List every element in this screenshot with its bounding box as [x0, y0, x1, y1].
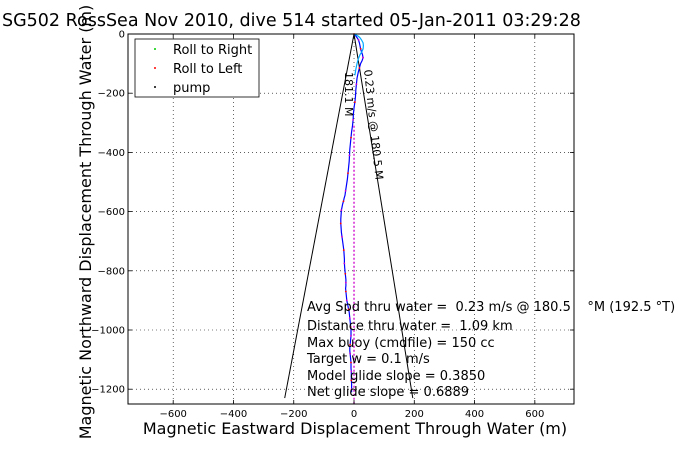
y-tick-label-4: −800	[98, 266, 125, 277]
track-marker-12	[358, 67, 361, 69]
track-marker-54	[344, 272, 347, 275]
track-marker-9	[362, 56, 364, 59]
x-axis-label: Magnetic Eastward Displacement Through W…	[143, 419, 567, 438]
plot-frame	[127, 33, 575, 405]
track-marker-84	[350, 361, 352, 364]
legend-label-roll-right: Roll to Right	[173, 43, 252, 58]
track-marker-6	[359, 47, 362, 50]
track-marker-30	[347, 172, 349, 175]
y-tick-label-1: −200	[98, 89, 125, 100]
track-marker-63	[345, 299, 348, 302]
series-current-indicator	[353, 33, 365, 76]
x-tick-label-0: −600	[159, 409, 186, 420]
track-marker-69	[348, 317, 351, 320]
track-marker-93	[350, 388, 353, 391]
track-marker-57	[344, 281, 347, 284]
track-marker-36	[342, 200, 345, 203]
y-tick-labels: 0 −200 −400 −600 −800 −1000 −1200	[91, 30, 125, 396]
track-marker-3	[357, 39, 360, 41]
annotation-net-glide: Net glide slope = 0.6889	[307, 385, 469, 400]
legend: Roll to Right Roll to Left pump	[134, 38, 260, 98]
y-tick-label-3: −600	[98, 207, 125, 218]
legend-marker-roll-right	[154, 48, 156, 50]
track-marker-81	[349, 352, 351, 355]
track-marker-21	[352, 118, 355, 121]
y-tick-label-0: 0	[119, 30, 125, 41]
axis-ticks	[128, 33, 574, 404]
track-marker-60	[344, 290, 347, 293]
legend-label-roll-left: Roll to Left	[173, 62, 242, 77]
track-marker-45	[341, 235, 343, 238]
track-marker-42	[339, 222, 342, 225]
x-tick-label-6: 600	[525, 409, 544, 420]
x-tick-label-2: −200	[280, 409, 307, 420]
y-tick-label-6: −1200	[91, 385, 125, 396]
series-track	[340, 33, 364, 393]
track-marker-39	[340, 209, 343, 212]
annotation-avg-speed: Avg Spd thru water = 0.23 m/s @ 180.5 °M…	[307, 300, 675, 315]
track-marker-48	[342, 249, 345, 251]
y-tick-label-5: −1000	[91, 326, 125, 337]
track-marker-66	[347, 308, 350, 311]
legend-marker-pump	[154, 86, 156, 88]
track-marker-33	[344, 189, 347, 192]
x-tick-label-3: 0	[351, 409, 357, 420]
annotation-target-w: Target w = 0.1 m/s	[306, 352, 430, 367]
track-marker-72	[349, 326, 352, 328]
annotation-distance: Distance thru water = 1.09 km	[307, 319, 513, 334]
y-tick-label-2: −400	[98, 148, 125, 159]
track-label-distance: 181.1 M	[342, 72, 355, 116]
track-marker-24	[350, 136, 352, 139]
track-marker-18	[354, 101, 356, 103]
track-marker-90	[350, 379, 353, 382]
legend-marker-roll-left	[154, 67, 156, 69]
x-tick-label-5: 400	[465, 409, 484, 420]
annotation-max-buoy: Max buoy (cmdfile) = 150 cc	[307, 336, 495, 351]
track-marker-75	[350, 335, 352, 337]
chart-title: SG502 RossSea Nov 2010, dive 514 started…	[2, 11, 581, 31]
track-marker-27	[348, 154, 351, 157]
track-marker-87	[350, 370, 353, 373]
track-marker-15	[355, 83, 358, 86]
cone-line-1	[353, 33, 414, 399]
glide-cone	[284, 33, 414, 399]
track-marker-51	[343, 262, 346, 265]
annotations: Avg Spd thru water = 0.23 m/s @ 180.5 °M…	[306, 300, 675, 400]
x-tick-label-4: 200	[405, 409, 424, 420]
track-marker-78	[349, 343, 351, 346]
x-tick-labels: −600 −400 −200 0 200 400 600	[159, 409, 544, 420]
cone-line-0	[284, 33, 355, 399]
annotation-model-glide: Model glide slope = 0.3850	[307, 369, 485, 384]
y-axis-label: Magnetic Northward Displacement Through …	[76, 5, 95, 440]
x-tick-label-1: −400	[220, 409, 247, 420]
legend-label-pump: pump	[173, 81, 210, 96]
